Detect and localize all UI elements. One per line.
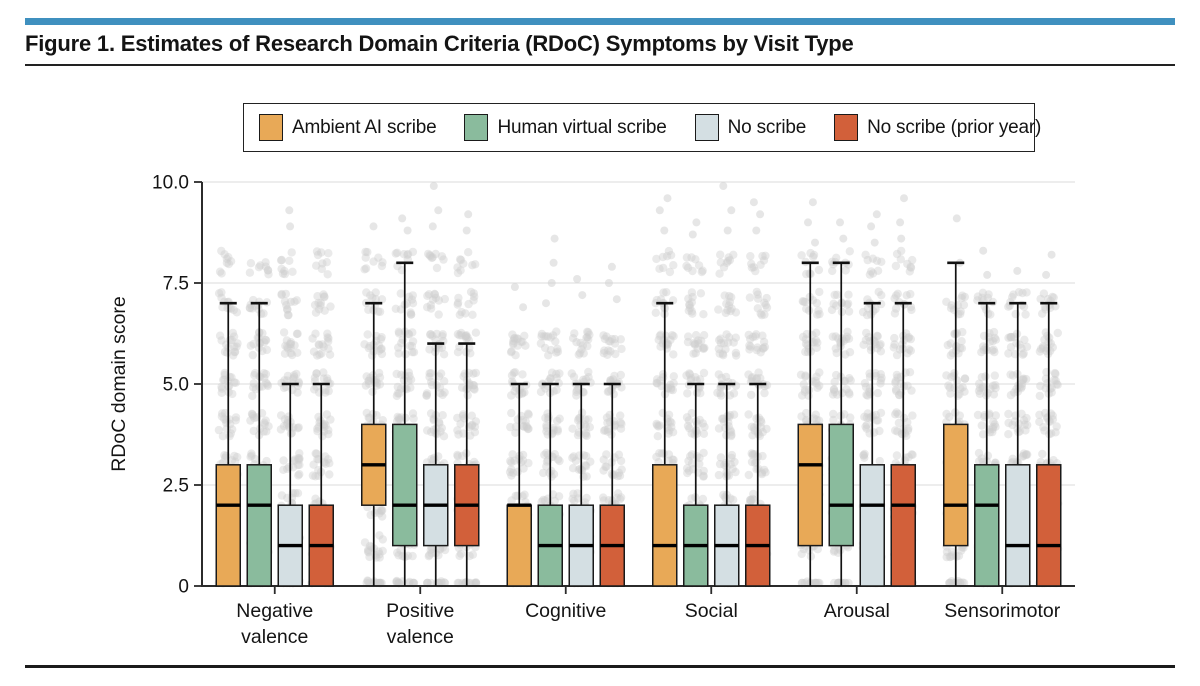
box-arousal-series-2 (859, 301, 885, 587)
figure-title: Figure 1. Estimates of Research Domain C… (25, 31, 854, 56)
category-label: valence (387, 626, 454, 648)
box-sensorimotor-series-2 (1005, 301, 1031, 587)
box-sensorimotor-series-3 (1036, 301, 1062, 587)
box-sensorimotor-series-1 (974, 301, 1000, 587)
box-positive-valence-series-0 (361, 301, 387, 586)
box-cognitive-series-0 (506, 382, 532, 587)
legend-label: No scribe (727, 116, 807, 138)
chart-legend: Ambient AI scribe Human virtual scribe N… (243, 103, 1041, 152)
axes: 0 2.5 5.0 7.5 10.0 RDoC domain score Negative v… (108, 173, 1075, 648)
box-arousal-series-3 (890, 301, 916, 587)
box-positive-valence-series-1 (392, 261, 418, 586)
box-social-series-1 (683, 382, 709, 587)
category-label: Social (685, 600, 738, 622)
y-tick-label: 2.5 (163, 476, 189, 497)
title-divider (25, 64, 1175, 66)
legend-item-no-scribe: No scribe (694, 114, 807, 141)
legend-item-human-virtual-scribe: Human virtual scribe (464, 114, 667, 141)
legend-swatch-no-scribe (694, 114, 719, 141)
category-label: valence (241, 626, 308, 648)
box-sensorimotor-series-0 (943, 261, 969, 586)
box-social-series-3 (745, 382, 771, 587)
y-tick-label: 10.0 (152, 173, 189, 194)
boxplots (215, 261, 1062, 587)
category-label: Negative (236, 600, 313, 622)
legend-swatch-human-virtual-scribe (464, 114, 489, 141)
box-arousal-series-1 (828, 261, 854, 586)
box-negative-valence-series-0 (215, 301, 241, 587)
y-tick-label: 0 (178, 577, 189, 598)
legend-label: No scribe (prior year) (867, 116, 1042, 138)
box-arousal-series-0 (797, 261, 823, 586)
box-cognitive-series-1 (537, 382, 563, 587)
box-negative-valence-series-1 (246, 301, 272, 587)
box-positive-valence-series-3 (454, 342, 480, 586)
legend-label: Ambient AI scribe (292, 116, 437, 138)
box-social-series-0 (652, 301, 678, 587)
header-accent-bar (25, 18, 1175, 25)
y-tick-label: 5.0 (163, 375, 189, 396)
box-cognitive-series-2 (568, 382, 594, 587)
figure-bottom-divider (25, 665, 1175, 668)
category-label: Cognitive (525, 600, 606, 622)
legend-swatch-ambient-ai-scribe (259, 114, 283, 141)
legend-swatch-no-scribe-prior-year (834, 114, 859, 141)
y-axis-title: RDoC domain score (108, 296, 130, 472)
gridlines (202, 181, 1075, 486)
box-positive-valence-series-2 (423, 342, 449, 586)
y-tick-label: 7.5 (163, 274, 189, 295)
category-label: Sensorimotor (944, 600, 1060, 622)
legend-label: Human virtual scribe (497, 116, 667, 138)
legend-item-no-scribe-prior-year: No scribe (prior year) (834, 114, 1041, 141)
category-label: Positive (386, 600, 454, 622)
legend-item-ambient-ai-scribe: Ambient AI scribe (259, 114, 437, 141)
box-negative-valence-series-2 (277, 382, 303, 587)
box-negative-valence-series-3 (308, 382, 334, 587)
box-social-series-2 (714, 382, 740, 587)
box-cognitive-series-3 (599, 382, 625, 587)
category-label: Arousal (824, 600, 890, 622)
